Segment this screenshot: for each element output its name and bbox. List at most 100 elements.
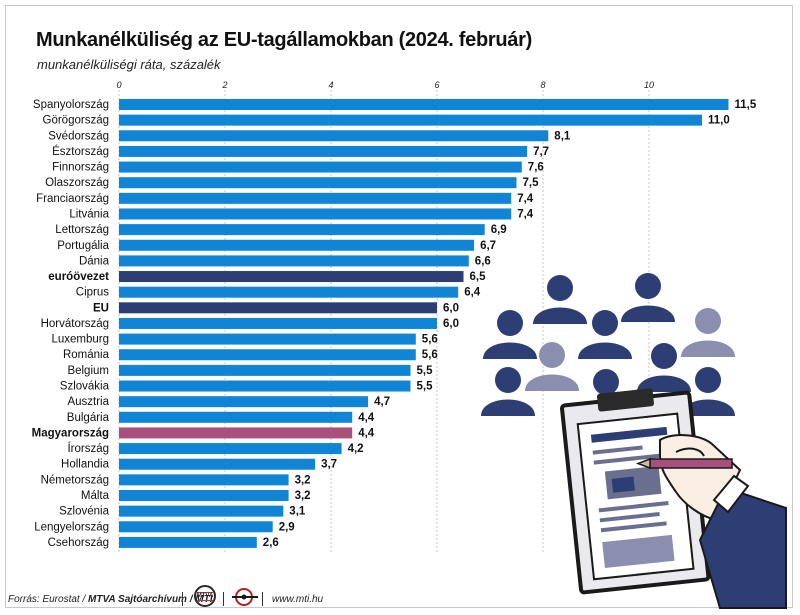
category-label: Horvátország — [41, 318, 109, 330]
category-label: Olaszország — [45, 177, 109, 189]
category-label: Hollandia — [61, 459, 110, 471]
value-label: 2,6 — [263, 537, 279, 549]
category-label: Litvánia — [69, 208, 109, 220]
person-icon — [525, 342, 579, 391]
mti-logo-icon — [232, 588, 258, 606]
bar-15 — [119, 333, 416, 345]
x-tick-label: 4 — [328, 80, 333, 90]
hand-with-pen-icon — [635, 434, 787, 609]
bar-26 — [119, 505, 284, 517]
bar-8 — [119, 224, 485, 236]
value-label: 5,6 — [422, 349, 438, 361]
person-icon — [681, 308, 735, 357]
category-label: Franciaország — [36, 193, 109, 205]
person-icon — [481, 367, 535, 416]
value-label: 6,5 — [470, 271, 487, 283]
person-icon — [483, 310, 537, 359]
bar-25 — [119, 490, 289, 501]
category-label: Luxemburg — [51, 334, 109, 346]
x-tick-label: 10 — [644, 80, 654, 90]
category-label: Lettország — [55, 224, 109, 236]
value-label: 7,6 — [528, 162, 544, 174]
value-label: 3,2 — [295, 474, 311, 486]
category-label: Spanyolország — [33, 99, 109, 111]
category-label: Szlovénia — [59, 506, 109, 518]
person-icon — [533, 275, 587, 324]
value-label: 7,4 — [517, 193, 534, 205]
bar-14 — [119, 317, 437, 329]
category-label: EU — [93, 302, 109, 314]
bar-17 — [119, 364, 411, 376]
category-label: Németország — [41, 474, 109, 486]
bar-23 — [119, 458, 316, 470]
bar-13 — [119, 302, 437, 314]
source-text: Forrás: Eurostat / MTVA Sajtóarchívum / … — [8, 594, 213, 605]
value-label: 4,7 — [374, 396, 390, 408]
bar-21 — [119, 427, 353, 439]
value-label: 5,5 — [417, 365, 434, 377]
value-label: 6,6 — [475, 255, 491, 267]
category-label: Portugália — [57, 240, 109, 252]
bar-11 — [119, 271, 464, 283]
category-label: Románia — [63, 349, 110, 361]
value-label: 3,1 — [289, 506, 306, 518]
value-label: 4,4 — [358, 427, 375, 439]
person-icon — [637, 343, 691, 392]
category-label: Ciprus — [76, 287, 109, 299]
bar-12 — [119, 286, 459, 298]
bar-27 — [119, 521, 273, 533]
people-group — [481, 273, 735, 418]
value-label: 6,0 — [443, 318, 459, 330]
bar-28 — [119, 536, 257, 548]
footer: Forrás: Eurostat / MTVA Sajtóarchívum / … — [6, 585, 792, 608]
category-label: Belgium — [67, 365, 109, 377]
category-label: Dánia — [79, 255, 110, 267]
mtva-logo-text: MTVA — [196, 591, 214, 601]
person-icon — [578, 310, 632, 359]
value-label: 4,4 — [358, 412, 375, 424]
bar-24 — [119, 474, 289, 486]
bar-19 — [119, 396, 369, 408]
footer-divider — [182, 592, 183, 606]
value-label: 11,5 — [735, 99, 757, 111]
value-label: 5,5 — [417, 381, 434, 393]
mtva-logo-icon: MTVA — [194, 585, 216, 607]
category-label: euróövezet — [48, 271, 109, 283]
bar-18 — [119, 380, 411, 392]
value-label: 7,5 — [523, 177, 540, 189]
category-label: Csehország — [48, 537, 109, 549]
bar-5 — [119, 177, 517, 189]
bar-4 — [119, 161, 522, 173]
bar-7 — [119, 208, 512, 220]
person-icon — [621, 273, 675, 322]
x-tick-label: 0 — [116, 80, 121, 90]
value-label: 3,7 — [321, 459, 337, 471]
source-prefix: Forrás: Eurostat / — [8, 594, 86, 605]
bars-layer: Spanyolország 11,5 Görögország 11,0 Svédorsz… — [32, 99, 757, 549]
bar-2 — [119, 130, 549, 142]
value-label: 8,1 — [554, 130, 571, 142]
website-link[interactable]: www.mti.hu — [272, 594, 324, 605]
value-label: 6,7 — [480, 240, 496, 252]
source-bold: MTVA Sajtóarchívum / MTI — [88, 594, 213, 605]
value-label: 6,0 — [443, 302, 459, 314]
value-label: 11,0 — [708, 115, 730, 127]
category-label: Lengyelország — [34, 521, 109, 533]
value-label: 4,2 — [348, 443, 364, 455]
illustration — [481, 273, 787, 609]
bar-0 — [119, 99, 729, 110]
category-label: Írország — [67, 442, 109, 455]
person-icon — [681, 367, 735, 416]
category-label: Svédország — [48, 130, 109, 142]
value-label: 6,9 — [491, 224, 507, 236]
category-label: Szlovákia — [60, 381, 110, 393]
page-title: Munkanélküliség az EU-tagállamokban (202… — [36, 29, 532, 51]
bar-1 — [119, 114, 702, 126]
bar-10 — [119, 255, 469, 267]
x-tick-label: 2 — [221, 80, 227, 90]
category-label: Finnország — [52, 162, 109, 174]
footer-divider — [223, 592, 224, 606]
bar-3 — [119, 145, 528, 157]
x-tick-label: 6 — [434, 80, 439, 90]
